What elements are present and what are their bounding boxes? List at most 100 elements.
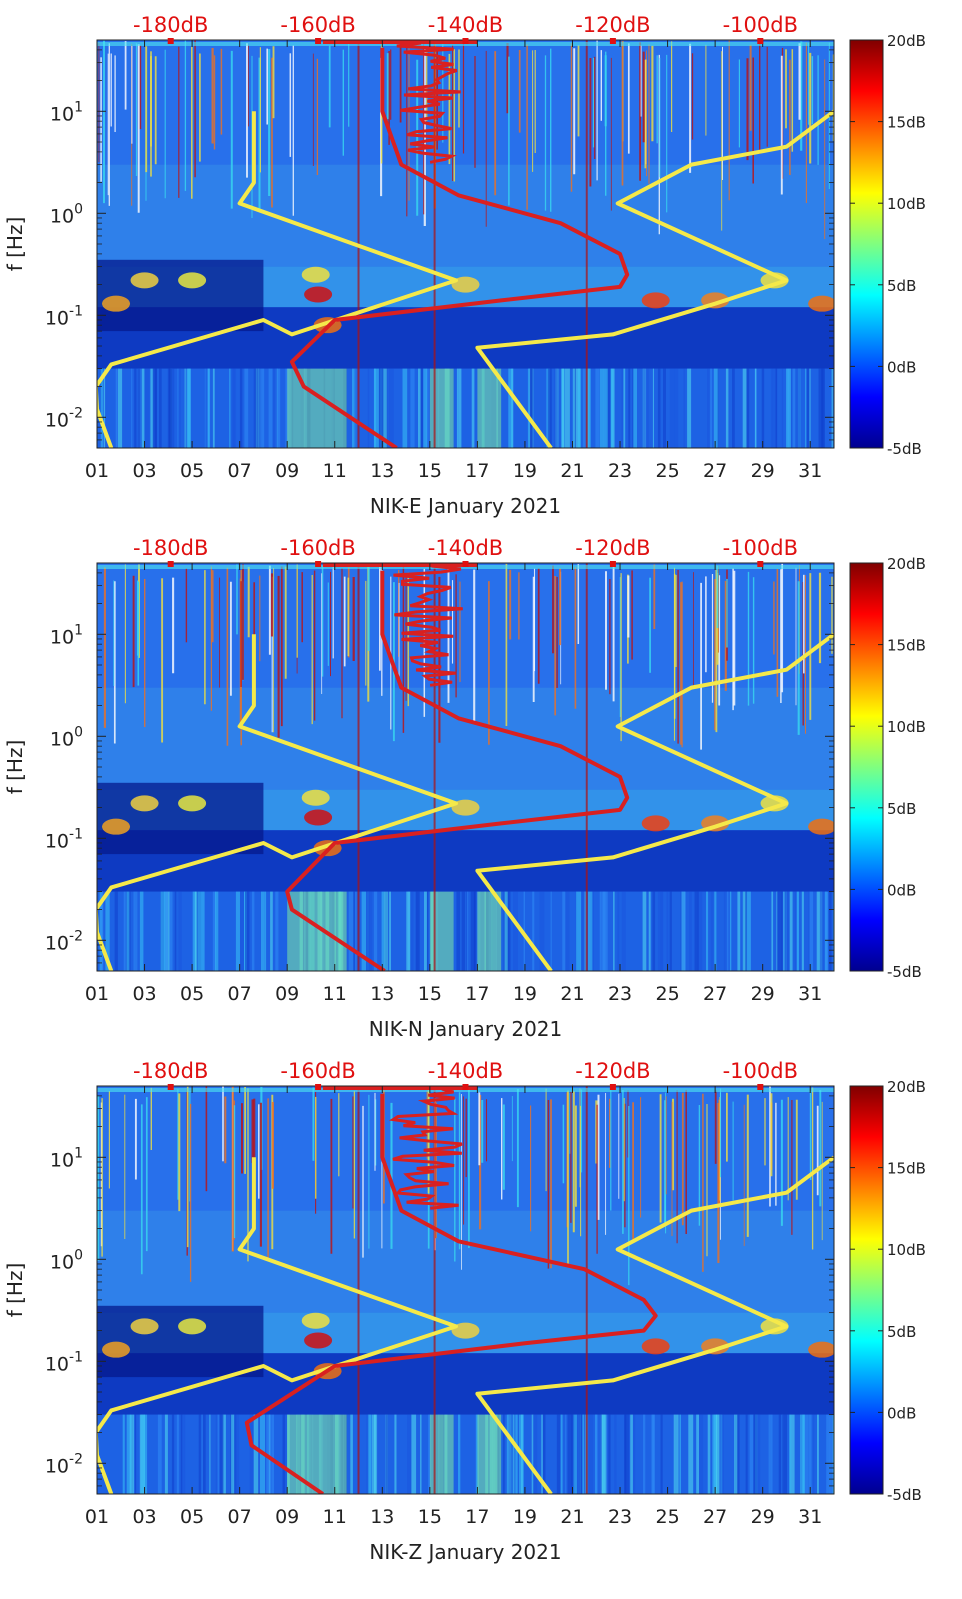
spectrogram-panel: 01 03 05 07 09 11 13 15 17 19 21 23 25 27 29 31 10-2 10-1…	[3, 13, 926, 518]
colorbar-label: 10dB	[887, 718, 926, 736]
spectrogram-panel: 01 03 05 07 09 11 13 15 17 19 21 23 25 27 29 31 10-2 10-1…	[3, 1059, 926, 1564]
y-tick-label: 10-1	[45, 1349, 83, 1375]
top-db-tick	[609, 38, 616, 44]
top-db-tick	[315, 38, 322, 44]
spectrogram-panel: 01 03 05 07 09 11 13 15 17 19 21 23 25 27 29 31 10-2 10-1…	[3, 536, 926, 1041]
colorbar-label: 0dB	[887, 1404, 916, 1422]
x-tick-label: 11	[323, 983, 347, 1005]
x-tick-label: 09	[275, 983, 299, 1005]
top-db-tick	[757, 1084, 764, 1090]
x-tick-label: 05	[180, 983, 204, 1005]
x-tick-label: 11	[323, 460, 347, 482]
colorbar-gradient	[849, 1085, 884, 1495]
colorbar-gradient	[849, 562, 884, 972]
x-tick-label: 07	[228, 460, 252, 482]
y-tick-label: 101	[50, 99, 83, 125]
x-axis-title: NIK-Z January 2021	[369, 1540, 561, 1564]
top-db-tick	[315, 1084, 322, 1090]
overlay-curves	[97, 40, 834, 448]
top-db-tick	[462, 561, 469, 567]
x-tick-label: 11	[323, 1506, 347, 1528]
top-db-label: -140dB	[428, 13, 503, 37]
x-tick-label: 13	[370, 983, 394, 1005]
x-tick-label: 27	[703, 460, 727, 482]
x-tick-label: 21	[560, 1506, 584, 1528]
psd-curve-red	[285, 570, 630, 971]
noise-model-yellow-0	[97, 111, 458, 448]
noise-model-yellow-1	[475, 1155, 834, 1494]
noise-model-yellow-1	[475, 109, 834, 448]
y-tick-label: 100	[50, 201, 83, 227]
top-db-tick	[167, 38, 174, 44]
colorbar-label: -5dB	[887, 440, 922, 458]
psd-curve-red-jitter	[396, 41, 461, 164]
top-db-label: -120dB	[575, 1059, 650, 1083]
x-tick-label: 23	[608, 983, 632, 1005]
x-tick-label: 25	[655, 983, 679, 1005]
x-tick-label: 29	[751, 460, 775, 482]
y-tick-label: 10-2	[45, 405, 83, 431]
top-db-tick	[609, 1084, 616, 1090]
x-tick-label: 31	[798, 460, 822, 482]
top-db-label: -140dB	[428, 536, 503, 560]
x-tick-label: 19	[513, 983, 537, 1005]
top-db-label: -160dB	[280, 1059, 355, 1083]
x-tick-label: 25	[655, 1506, 679, 1528]
x-tick-label: 19	[513, 460, 537, 482]
x-tick-label: 23	[608, 460, 632, 482]
colorbar-label: 5dB	[887, 277, 916, 295]
x-tick-label: 17	[465, 1506, 489, 1528]
x-tick-label: 15	[418, 460, 442, 482]
colorbar-label: 15dB	[887, 114, 926, 132]
psd-curve-red	[244, 1093, 658, 1494]
spectrogram-texture	[97, 1086, 834, 1494]
x-tick-label: 27	[703, 983, 727, 1005]
colorbar-label: -5dB	[887, 963, 922, 981]
top-db-label: -180dB	[133, 536, 208, 560]
noise-model-yellow-0	[97, 1157, 458, 1494]
spectrogram-texture	[97, 40, 834, 448]
top-db-tick	[167, 561, 174, 567]
colorbar-label: 20dB	[887, 1078, 926, 1096]
x-tick-label: 27	[703, 1506, 727, 1528]
top-db-label: -140dB	[428, 1059, 503, 1083]
psd-curve-red-jitter	[388, 1087, 463, 1210]
x-tick-label: 03	[132, 460, 156, 482]
x-tick-label: 21	[560, 983, 584, 1005]
colorbar-label: 20dB	[887, 32, 926, 50]
y-tick-label: 101	[50, 1145, 83, 1171]
x-tick-label: 17	[465, 460, 489, 482]
x-tick-label: 19	[513, 1506, 537, 1528]
x-tick-label: 15	[418, 1506, 442, 1528]
colorbar-label: -5dB	[887, 1486, 922, 1504]
colorbar-label: 0dB	[887, 881, 916, 899]
colorbar-label: 15dB	[887, 1160, 926, 1178]
y-tick-label: 101	[50, 622, 83, 648]
x-tick-label: 15	[418, 983, 442, 1005]
top-db-tick	[757, 38, 764, 44]
noise-model-yellow-0	[97, 634, 458, 971]
y-tick-label: 100	[50, 1247, 83, 1273]
x-tick-label: 21	[560, 460, 584, 482]
x-tick-label: 05	[180, 460, 204, 482]
y-axis-title: f [Hz]	[3, 217, 27, 272]
top-db-tick	[462, 1084, 469, 1090]
y-tick-label: 10-2	[45, 1451, 83, 1477]
top-db-tick	[609, 561, 616, 567]
overlay-curves	[97, 563, 834, 971]
x-tick-label: 01	[85, 460, 109, 482]
x-axis-title: NIK-E January 2021	[370, 494, 561, 518]
colorbar-label: 5dB	[887, 1323, 916, 1341]
colorbar: 20dB 15dB 10dB 5dB 0dB -5dB	[849, 555, 926, 981]
colorbar-gradient	[849, 39, 884, 449]
y-tick-label: 100	[50, 724, 83, 750]
psd-curve-red-jitter	[393, 564, 463, 687]
x-tick-label: 23	[608, 1506, 632, 1528]
colorbar-label: 0dB	[887, 358, 916, 376]
x-tick-label: 03	[132, 1506, 156, 1528]
x-tick-label: 25	[655, 460, 679, 482]
x-tick-label: 03	[132, 983, 156, 1005]
colorbar-label: 5dB	[887, 800, 916, 818]
x-tick-label: 09	[275, 1506, 299, 1528]
